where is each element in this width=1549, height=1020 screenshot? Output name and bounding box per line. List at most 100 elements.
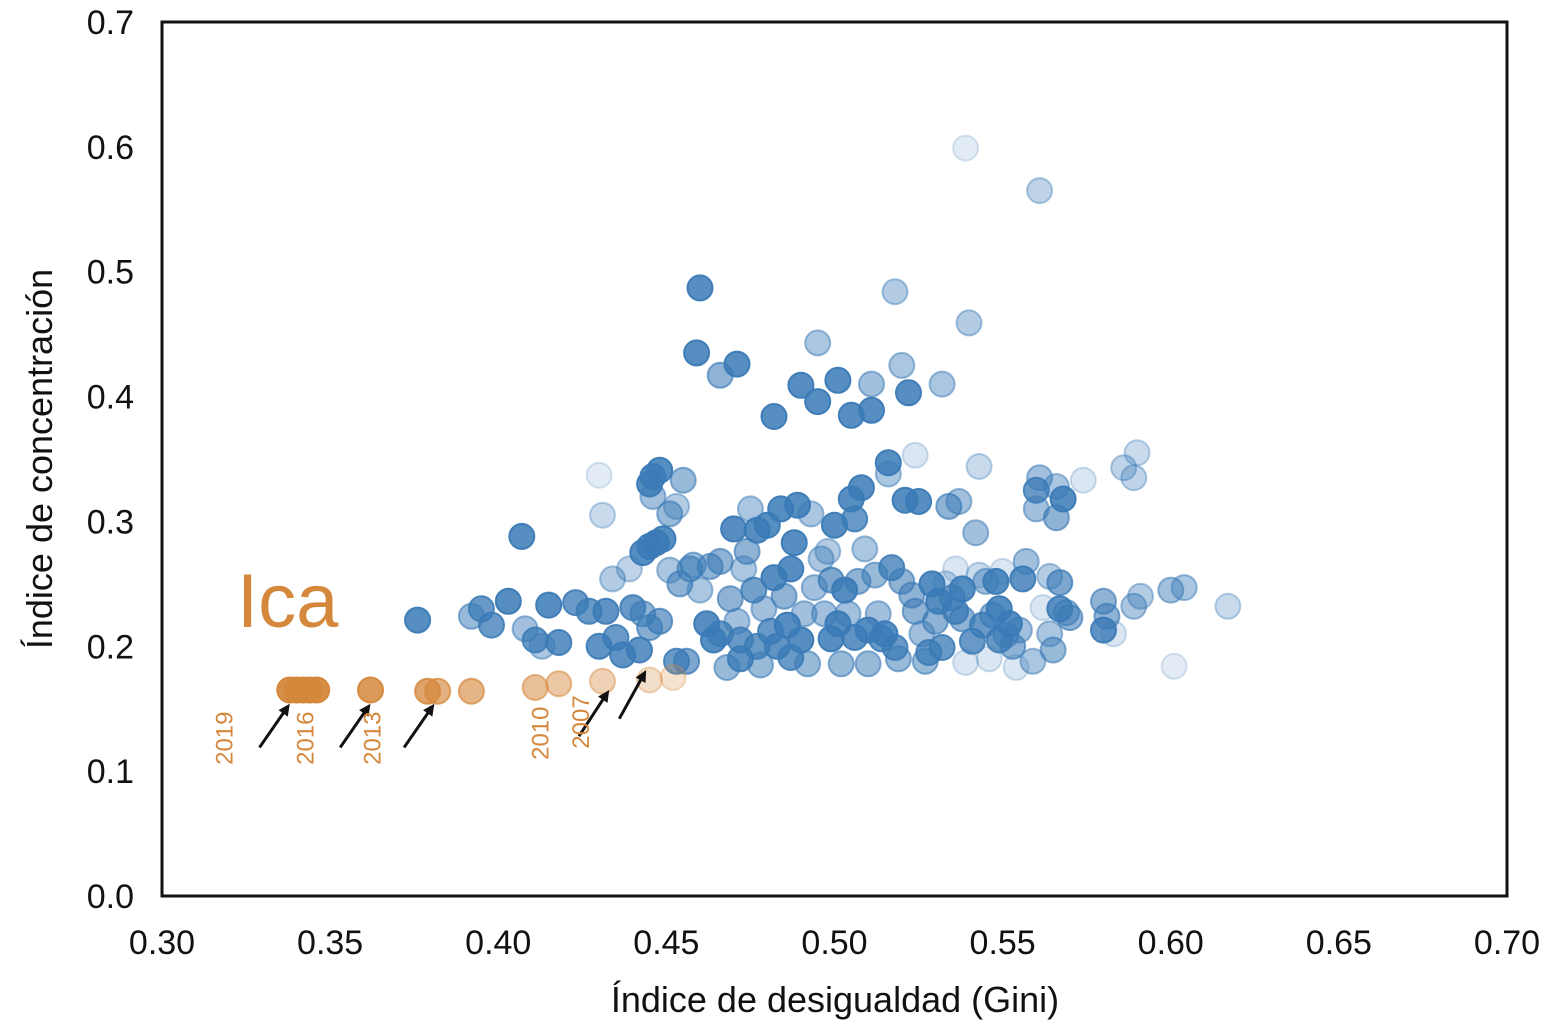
region-point [649,525,677,553]
region-point [1026,177,1054,205]
region-point [1002,654,1030,681]
region-point [895,379,922,407]
x-tick-label: 0.60 [1138,924,1204,962]
y-tick-label: 0.1 [87,753,134,791]
ica-annotation: Ica [237,559,339,644]
region-point [858,370,885,398]
region-point [508,522,536,550]
region-point [494,587,522,615]
region-point [1214,592,1242,620]
region-point [1110,454,1138,482]
region-point [982,567,1010,595]
region-point [626,636,653,664]
region-point [1049,485,1077,513]
x-tick-label: 0.50 [801,924,867,962]
region-point [827,650,855,678]
region-point [928,370,956,398]
region-point [1005,616,1033,644]
region-point [797,500,825,528]
ica-point [589,667,616,695]
region-point [1127,582,1154,610]
region-point [784,491,811,519]
y-tick-label: 0.0 [87,878,134,916]
region-point [1039,636,1067,664]
y-tick-label: 0.5 [87,254,134,292]
ica-point [521,674,549,701]
region-point [804,329,832,357]
y-tick-label: 0.7 [87,4,134,42]
region-point [716,585,744,613]
region-point [851,535,879,563]
region-point [790,600,818,628]
region-point [901,441,929,469]
region-point [639,483,667,510]
region-point [404,606,432,634]
region-point [1019,647,1047,675]
region-point [874,449,902,477]
region-point [945,488,973,515]
region-point [1012,547,1040,575]
x-tick-label: 0.30 [129,924,195,962]
region-point [770,582,798,610]
ica-point [659,664,687,691]
year-label: 2007 [568,695,595,748]
year-arrow [258,703,290,749]
year-label: 2010 [528,707,555,760]
y-tick-labels: 0.0 0.1 0.2 0.3 0.4 0.5 0.6 0.7 [87,4,134,916]
x-tick-label: 0.55 [970,924,1036,962]
region-point [847,474,875,502]
region-point [599,565,627,593]
region-point [1100,620,1128,648]
region-point [720,515,748,543]
region-point [706,547,734,575]
region-point [545,629,573,656]
y-tick-label: 0.4 [87,379,134,417]
region-point [592,597,620,625]
ica-series [276,664,687,705]
region-point [535,591,563,619]
region-point [962,519,990,547]
x-tick-label: 0.45 [633,924,699,962]
region-point [834,600,862,628]
year-label: 2013 [360,712,387,765]
region-point [1046,569,1074,597]
region-point [1120,464,1148,492]
y-tick-label: 0.2 [87,628,134,666]
region-point [814,537,842,565]
region-point [888,351,916,379]
region-point [663,492,690,520]
y-axis-title: Índice de concentración [19,269,60,649]
year-arrow [577,689,610,738]
region-point [777,555,805,583]
x-tick-label: 0.70 [1474,924,1540,962]
region-point [589,501,616,529]
y-tick-label: 0.6 [87,129,134,167]
region-point [787,626,815,654]
other-regions-series [404,134,1242,681]
region-point [841,505,869,533]
region-point [1093,602,1121,630]
region-point [955,309,983,337]
region-point [686,576,714,604]
ica-point [357,676,384,704]
region-point [760,403,788,430]
ica-point [457,677,485,705]
region-point [683,339,711,367]
year-labels: 2019 2016 2013 2010 2007 [212,695,595,765]
region-point [804,388,832,416]
region-point [1160,652,1188,680]
region-point [824,366,852,394]
region-point [656,500,684,528]
year-arrow [402,703,435,749]
region-point [1170,574,1198,602]
year-arrow [338,703,371,749]
region-point [686,274,714,302]
region-point [1123,439,1151,467]
year-label: 2016 [292,712,319,765]
y-tick-label: 0.3 [87,503,134,541]
year-label: 2019 [212,712,239,765]
region-point [881,278,909,306]
region-point [854,650,882,678]
region-point [669,466,697,494]
